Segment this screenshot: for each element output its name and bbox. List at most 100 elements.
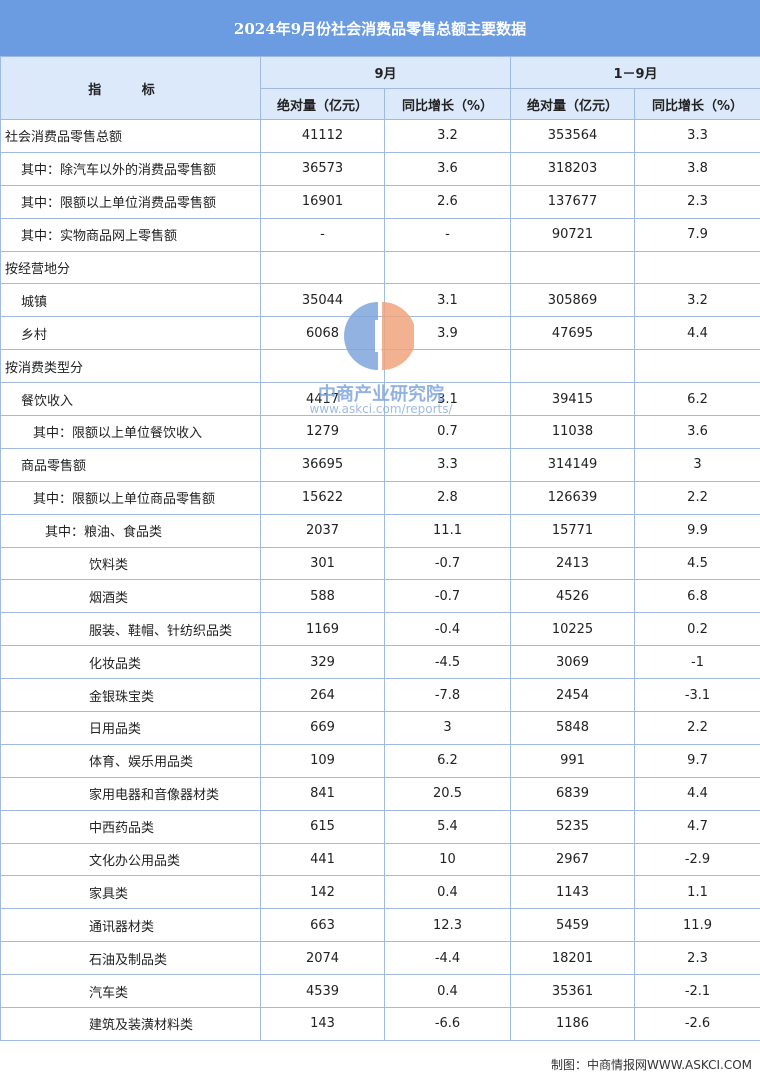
cell-ytd-absolute: 318203: [510, 151, 636, 186]
cell-ytd-absolute: 353564: [510, 119, 636, 153]
table-row: 化妆品类 329 -4.5 3069 -1: [0, 645, 760, 680]
cell-ytd-yoy: 4.7: [634, 809, 760, 844]
cell-ytd-yoy: 3.6: [634, 415, 760, 449]
row-label: 家具类: [0, 875, 261, 910]
row-label: 其中：除汽车以外的消费品零售额: [0, 151, 261, 186]
row-label: 按消费类型分: [0, 349, 261, 384]
table-row: 汽车类 4539 0.4 35361 -2.1: [0, 974, 760, 1009]
cell-september-absolute: 1279: [260, 415, 385, 449]
cell-ytd-yoy: 4.4: [634, 316, 760, 351]
table-row: 其中：除汽车以外的消费品零售额 36573 3.6 318203 3.8: [0, 151, 760, 186]
cell-ytd-yoy: 6.8: [634, 579, 760, 614]
cell-ytd-absolute: 314149: [510, 447, 636, 482]
cell-ytd-yoy: 1.1: [634, 875, 760, 910]
cell-september-yoy: [383, 250, 512, 285]
row-label: 家用电器和音像器材类: [0, 776, 261, 811]
table-row: 社会消费品零售总额 41112 3.2 353564 3.3: [0, 119, 760, 153]
cell-ytd-yoy: 4.4: [634, 776, 760, 811]
cell-september-yoy: 6.2: [383, 743, 512, 778]
table-row: 其中：限额以上单位商品零售额 15622 2.8 126639 2.2: [0, 480, 760, 515]
row-label: 日用品类: [0, 711, 261, 745]
row-label: 通讯器材类: [0, 908, 261, 943]
cell-september-absolute: 16901: [260, 184, 385, 219]
cell-september-absolute: 669: [260, 711, 385, 745]
row-label: 餐饮收入: [0, 382, 261, 417]
header-period-september: 9月: [259, 56, 512, 89]
cell-september-absolute: 109: [260, 743, 385, 778]
cell-september-absolute: 142: [260, 875, 385, 910]
table-row: 建筑及装潢材料类 143 -6.6 1186 -2.6: [0, 1007, 760, 1041]
cell-ytd-yoy: -1: [634, 645, 760, 680]
table-row: 饮料类 301 -0.7 2413 4.5: [0, 546, 760, 581]
cell-september-yoy: -0.4: [383, 612, 512, 647]
row-label: 社会消费品零售总额: [0, 119, 261, 153]
cell-ytd-yoy: 11.9: [634, 908, 760, 943]
row-label: 化妆品类: [0, 645, 261, 680]
cell-september-yoy: -: [383, 217, 512, 252]
table-row: 家用电器和音像器材类 841 20.5 6839 4.4: [0, 776, 760, 811]
cell-ytd-yoy: 2.2: [634, 480, 760, 515]
cell-september-yoy: 5.4: [383, 809, 512, 844]
table-row: 按消费类型分: [0, 349, 760, 384]
cell-ytd-absolute: 47695: [510, 316, 636, 351]
row-label: 按经营地分: [0, 250, 261, 285]
cell-ytd-absolute: 35361: [510, 974, 636, 1009]
table-row: 中西药品类 615 5.4 5235 4.7: [0, 809, 760, 844]
cell-september-yoy: 3.1: [383, 382, 512, 417]
cell-september-absolute: [260, 250, 385, 285]
cell-september-yoy: -7.8: [383, 678, 512, 713]
cell-september-absolute: 588: [260, 579, 385, 614]
cell-september-absolute: 6068: [260, 316, 385, 351]
cell-september-absolute: 663: [260, 908, 385, 943]
cell-september-absolute: 441: [260, 842, 385, 877]
cell-ytd-yoy: 2.2: [634, 711, 760, 745]
cell-september-absolute: 615: [260, 809, 385, 844]
cell-september-yoy: 10: [383, 842, 512, 877]
cell-september-absolute: 1169: [260, 612, 385, 647]
row-label: 其中：限额以上单位餐饮收入: [0, 415, 261, 449]
cell-september-absolute: [260, 349, 385, 384]
cell-ytd-yoy: 9.9: [634, 513, 760, 548]
header-absolute-1: 绝对量（亿元）: [260, 88, 385, 120]
cell-ytd-yoy: 7.9: [634, 217, 760, 252]
table-row: 体育、娱乐用品类 109 6.2 991 9.7: [0, 743, 760, 778]
cell-ytd-yoy: -2.6: [634, 1007, 760, 1041]
row-label: 城镇: [0, 283, 261, 318]
cell-ytd-absolute: 991: [510, 743, 636, 778]
cell-ytd-absolute: 6839: [510, 776, 636, 811]
cell-september-yoy: 3.6: [383, 151, 512, 186]
cell-ytd-yoy: 3.2: [634, 283, 760, 318]
table-row: 石油及制品类 2074 -4.4 18201 2.3: [0, 941, 760, 976]
cell-ytd-absolute: 5459: [510, 908, 636, 943]
cell-ytd-absolute: 2413: [510, 546, 636, 581]
cell-september-yoy: [383, 349, 512, 384]
row-label: 服装、鞋帽、针纺织品类: [0, 612, 261, 647]
cell-ytd-yoy: [634, 349, 760, 384]
cell-ytd-absolute: 15771: [510, 513, 636, 548]
cell-ytd-absolute: 4526: [510, 579, 636, 614]
cell-ytd-absolute: 90721: [510, 217, 636, 252]
cell-september-absolute: 35044: [260, 283, 385, 318]
cell-september-yoy: -4.4: [383, 941, 512, 976]
cell-september-absolute: 841: [260, 776, 385, 811]
cell-september-yoy: 20.5: [383, 776, 512, 811]
page-title: 2024年9月份社会消费品零售总额主要数据: [0, 0, 760, 56]
row-label: 石油及制品类: [0, 941, 261, 976]
table-row: 金银珠宝类 264 -7.8 2454 -3.1: [0, 678, 760, 713]
cell-ytd-yoy: 3.8: [634, 151, 760, 186]
row-label: 其中：限额以上单位消费品零售额: [0, 184, 261, 219]
table-row: 家具类 142 0.4 1143 1.1: [0, 875, 760, 910]
cell-ytd-yoy: 2.3: [634, 184, 760, 219]
cell-september-absolute: 301: [260, 546, 385, 581]
row-label: 商品零售额: [0, 447, 261, 482]
cell-ytd-yoy: 3.3: [634, 119, 760, 153]
cell-september-absolute: 2074: [260, 941, 385, 976]
cell-ytd-absolute: 137677: [510, 184, 636, 219]
cell-ytd-absolute: 11038: [510, 415, 636, 449]
cell-ytd-absolute: 3069: [510, 645, 636, 680]
cell-september-yoy: 11.1: [383, 513, 512, 548]
table-row: 乡村 6068 3.9 47695 4.4: [0, 316, 760, 351]
cell-september-absolute: 329: [260, 645, 385, 680]
header-absolute-2: 绝对量（亿元）: [510, 88, 636, 120]
row-label: 汽车类: [0, 974, 261, 1009]
